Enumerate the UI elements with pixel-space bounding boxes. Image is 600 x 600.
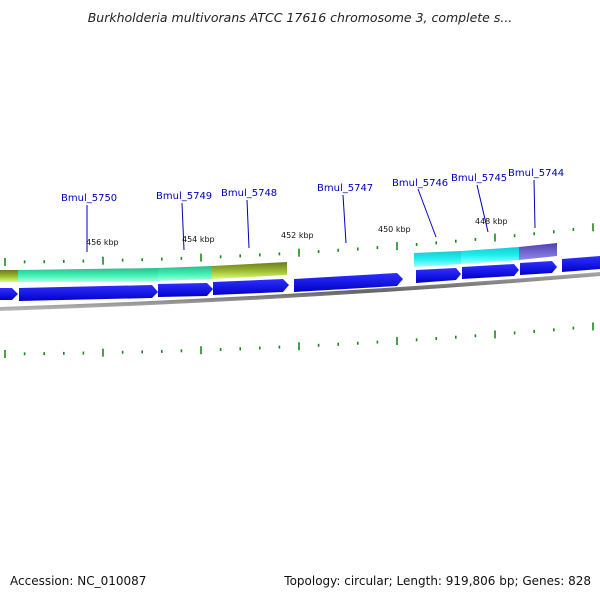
kbp-label: 452 kbp xyxy=(281,231,314,240)
gene-labels: Bmul_5750 Bmul_5749 Bmul_5748 Bmul_5747 … xyxy=(61,168,564,204)
cds-track xyxy=(0,256,600,301)
gene-label[interactable]: Bmul_5744 xyxy=(508,168,564,179)
gene-label[interactable]: Bmul_5749 xyxy=(156,191,212,202)
gene-label[interactable]: Bmul_5750 xyxy=(61,193,117,204)
gene-label-lines xyxy=(86,179,536,252)
cds-arrow[interactable] xyxy=(520,261,557,275)
category-segment-cyan-2 xyxy=(461,247,519,264)
gene-label[interactable]: Bmul_5747 xyxy=(317,183,373,194)
cds-arrow[interactable] xyxy=(294,273,403,292)
chromosome-title: Burkholderia multivorans ATCC 17616 chro… xyxy=(87,10,513,25)
kbp-label: 450 kbp xyxy=(378,225,411,234)
cds-arrow[interactable] xyxy=(213,279,289,295)
category-segment-olive xyxy=(212,262,287,279)
cds-arrow[interactable] xyxy=(0,288,18,300)
category-segment-olive-left xyxy=(0,270,18,282)
inner-scale-ticks xyxy=(4,322,594,358)
gene-label[interactable]: Bmul_5745 xyxy=(451,173,507,184)
category-segment-purple xyxy=(519,243,557,260)
cds-arrow[interactable] xyxy=(462,264,519,279)
cds-arrow[interactable] xyxy=(416,268,461,283)
kbp-label: 448 kbp xyxy=(475,217,508,226)
chromosome-backbone xyxy=(0,272,600,311)
kbp-scale-labels: 456 kbp 454 kbp 452 kbp 450 kbp 448 kbp xyxy=(86,217,508,247)
accession-label: Accession: NC_010087 xyxy=(10,574,147,588)
kbp-label: 456 kbp xyxy=(86,238,119,247)
category-segment-teal-2 xyxy=(158,266,212,281)
category-segment-cyan-1 xyxy=(414,251,461,267)
category-track xyxy=(0,243,557,282)
category-segment-teal-1 xyxy=(18,268,158,282)
cds-arrow[interactable] xyxy=(158,283,213,297)
kbp-label: 454 kbp xyxy=(182,235,215,244)
gene-label[interactable]: Bmul_5748 xyxy=(221,188,277,199)
outer-scale-ticks xyxy=(4,223,594,266)
cds-arrow[interactable] xyxy=(19,285,158,301)
genome-summary-label: Topology: circular; Length: 919,806 bp; … xyxy=(284,574,591,588)
gene-label[interactable]: Bmul_5746 xyxy=(392,178,448,189)
cds-arrow[interactable] xyxy=(562,256,600,272)
